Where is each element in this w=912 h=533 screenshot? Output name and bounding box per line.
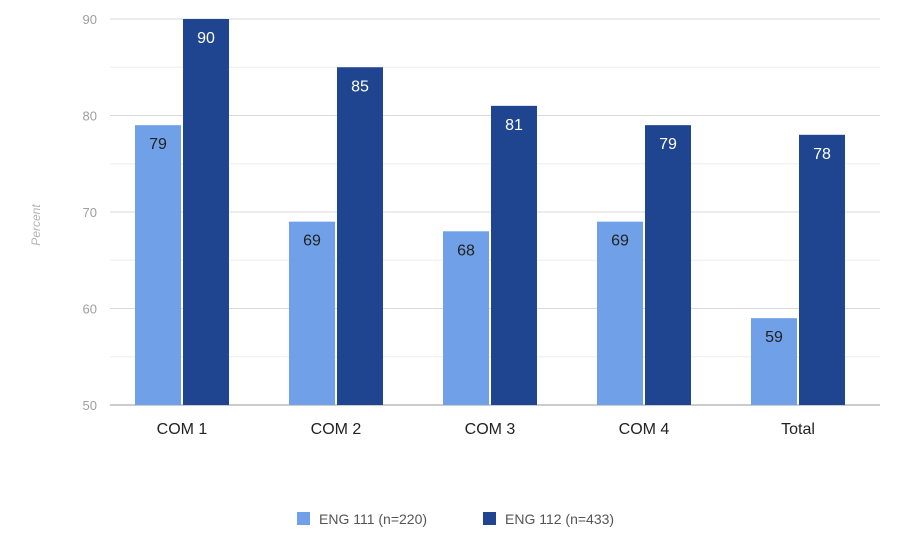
category-label: COM 3 <box>465 421 516 438</box>
data-label: 90 <box>197 30 215 47</box>
category-label: COM 4 <box>619 421 670 438</box>
y-tick-label: 60 <box>83 302 97 317</box>
category-label: Total <box>781 421 815 438</box>
data-label: 59 <box>765 329 783 346</box>
bars: 79 90 69 85 68 81 69 79 59 78 <box>135 19 845 406</box>
bar <box>751 318 797 405</box>
y-tick-label: 70 <box>83 205 97 220</box>
y-tick-label: 80 <box>83 109 97 124</box>
data-label: 81 <box>505 117 523 134</box>
data-label: 69 <box>611 233 629 250</box>
category-label: COM 2 <box>311 421 362 438</box>
data-label: 78 <box>813 146 831 163</box>
legend-label: ENG 111 (n=220) <box>319 511 427 527</box>
y-axis-label: Percent <box>29 204 43 246</box>
bar <box>183 19 229 405</box>
data-label: 79 <box>149 136 167 153</box>
y-tick-label: 90 <box>83 12 97 27</box>
bar <box>135 125 181 406</box>
data-label: 68 <box>457 242 475 259</box>
legend-label: ENG 112 (n=433) <box>505 511 614 527</box>
bar <box>491 105 537 405</box>
category-label: COM 1 <box>157 421 208 438</box>
category-labels: COM 1 COM 2 COM 3 COM 4 Total <box>157 421 815 438</box>
bar <box>597 221 643 405</box>
data-label: 79 <box>659 136 677 153</box>
bar <box>443 231 489 405</box>
data-label: 69 <box>303 233 321 250</box>
bar <box>645 125 691 406</box>
y-tick-label: 50 <box>83 398 97 413</box>
legend: ENG 111 (n=220) ENG 112 (n=433) <box>297 511 614 527</box>
legend-swatch <box>483 512 496 525</box>
data-label: 85 <box>351 78 369 95</box>
bar <box>799 134 845 406</box>
legend-swatch <box>297 512 310 525</box>
bar <box>289 221 335 405</box>
bar <box>337 67 383 405</box>
y-tick-labels: 50 60 70 80 90 <box>83 12 97 413</box>
